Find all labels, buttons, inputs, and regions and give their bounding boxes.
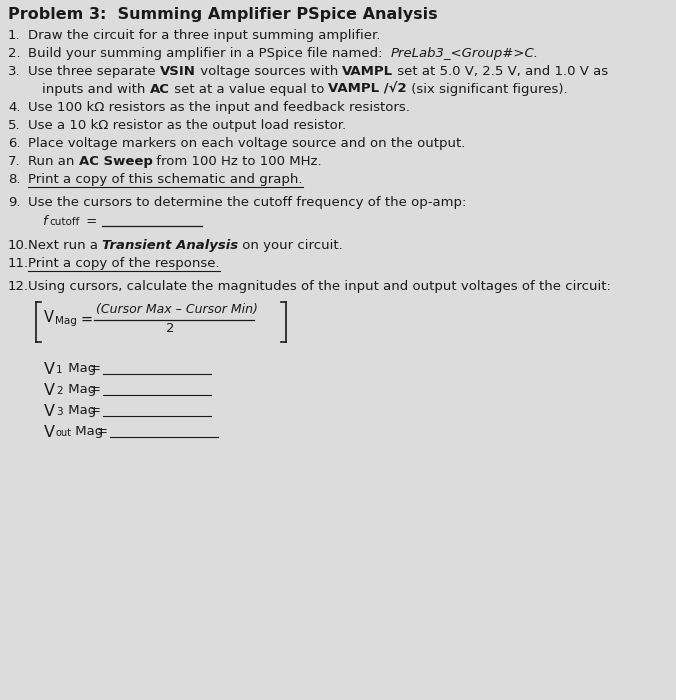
Text: (Cursor Max – Cursor Min): (Cursor Max – Cursor Min) [96, 302, 258, 316]
Text: Mag: Mag [55, 316, 77, 326]
Text: =: = [82, 215, 101, 228]
Text: 3.: 3. [8, 65, 21, 78]
Text: =: = [80, 312, 92, 326]
Text: (six significant figures).: (six significant figures). [407, 83, 567, 96]
Text: Mag: Mag [64, 383, 96, 396]
Text: 1: 1 [56, 365, 63, 375]
Text: 5.: 5. [8, 119, 21, 132]
Text: Build your summing amplifier in a PSpice file named:: Build your summing amplifier in a PSpice… [28, 47, 391, 60]
Text: PreLab3_<Group#>C.: PreLab3_<Group#>C. [391, 47, 539, 60]
Text: voltage sources with: voltage sources with [196, 65, 342, 78]
Text: V: V [44, 404, 55, 419]
Text: Mag: Mag [64, 362, 96, 375]
Text: 12.: 12. [8, 280, 29, 293]
Text: 11.: 11. [8, 257, 29, 270]
Text: Transient Analysis: Transient Analysis [102, 239, 239, 252]
Text: Print a copy of this schematic and graph.: Print a copy of this schematic and graph… [28, 173, 302, 186]
Text: Use 100 kΩ resistors as the input and feedback resistors.: Use 100 kΩ resistors as the input and fe… [28, 101, 410, 114]
Text: 7.: 7. [8, 155, 21, 168]
Text: V: V [44, 309, 54, 325]
Text: VAMPL /√2: VAMPL /√2 [328, 83, 407, 96]
Text: =: = [90, 383, 101, 396]
Text: AC: AC [149, 83, 170, 96]
Text: V: V [44, 362, 55, 377]
Text: Use the cursors to determine the cutoff frequency of the op-amp:: Use the cursors to determine the cutoff … [28, 196, 466, 209]
Text: 6.: 6. [8, 137, 20, 150]
Text: Mag: Mag [71, 425, 103, 438]
Text: Print a copy of the response.: Print a copy of the response. [28, 257, 220, 270]
Text: inputs and with: inputs and with [42, 83, 149, 96]
Text: 9.: 9. [8, 196, 20, 209]
Text: 4.: 4. [8, 101, 20, 114]
Text: Use three separate: Use three separate [28, 65, 160, 78]
Text: Mag: Mag [64, 404, 96, 417]
Text: V: V [44, 425, 55, 440]
Text: =: = [90, 362, 101, 375]
Text: Place voltage markers on each voltage source and on the output.: Place voltage markers on each voltage so… [28, 137, 465, 150]
Text: 2.: 2. [8, 47, 21, 60]
Text: from 100 Hz to 100 MHz.: from 100 Hz to 100 MHz. [153, 155, 322, 168]
Text: 8.: 8. [8, 173, 20, 186]
Text: VAMPL: VAMPL [342, 65, 393, 78]
Text: 10.: 10. [8, 239, 29, 252]
Text: 2: 2 [56, 386, 63, 396]
Text: V: V [44, 383, 55, 398]
Text: Use a 10 kΩ resistor as the output load resistor.: Use a 10 kΩ resistor as the output load … [28, 119, 346, 132]
Text: f: f [42, 215, 47, 228]
Text: =: = [97, 425, 108, 438]
Text: Problem 3:  Summing Amplifier PSpice Analysis: Problem 3: Summing Amplifier PSpice Anal… [8, 7, 437, 22]
Text: Run an: Run an [28, 155, 78, 168]
Text: 3: 3 [56, 407, 63, 417]
Text: set at 5.0 V, 2.5 V, and 1.0 V as: set at 5.0 V, 2.5 V, and 1.0 V as [393, 65, 608, 78]
Text: 2: 2 [166, 323, 174, 335]
Text: on your circuit.: on your circuit. [239, 239, 343, 252]
Text: =: = [90, 404, 101, 417]
Text: Using cursors, calculate the magnitudes of the input and output voltages of the : Using cursors, calculate the magnitudes … [28, 280, 611, 293]
Text: VSIN: VSIN [160, 65, 196, 78]
Text: Next run a: Next run a [28, 239, 102, 252]
Text: out: out [55, 428, 71, 438]
Text: set at a value equal to: set at a value equal to [170, 83, 328, 96]
Text: 1.: 1. [8, 29, 21, 42]
Text: AC Sweep: AC Sweep [78, 155, 153, 168]
Text: cutoff: cutoff [49, 217, 79, 227]
Text: Draw the circuit for a three input summing amplifier.: Draw the circuit for a three input summi… [28, 29, 381, 42]
